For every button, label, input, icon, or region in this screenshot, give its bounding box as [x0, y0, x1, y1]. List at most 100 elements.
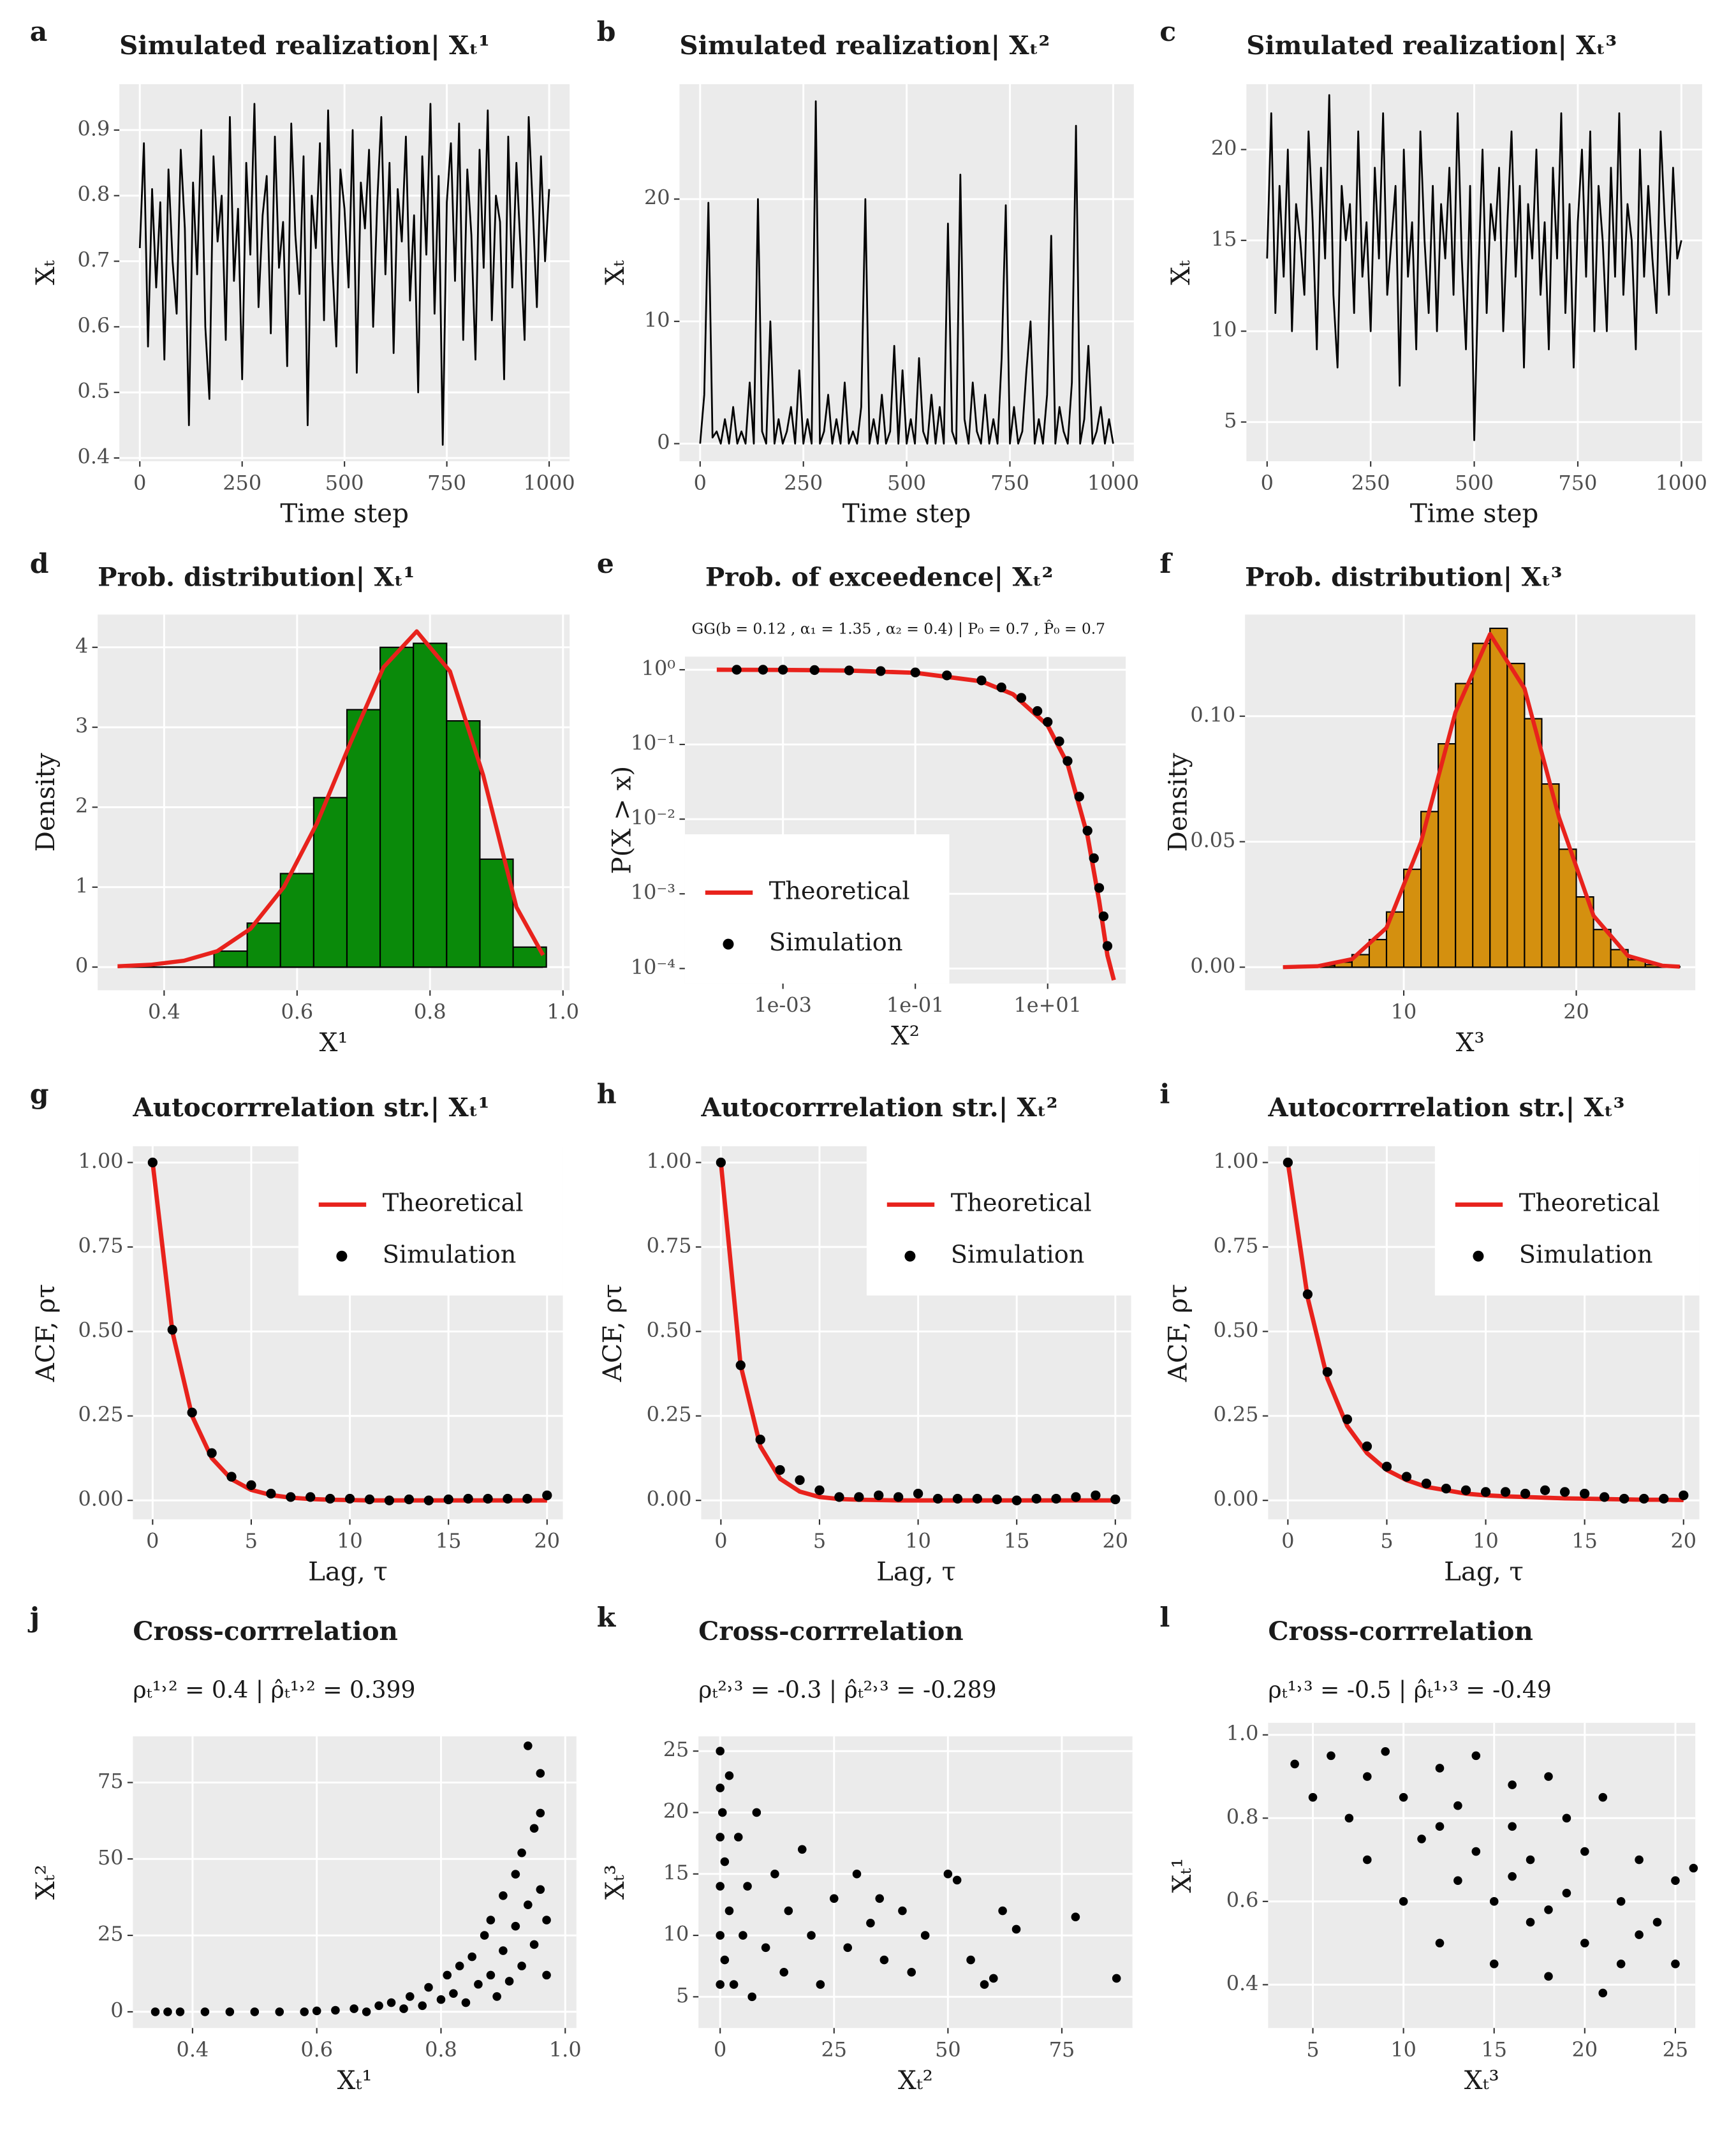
x-tick-label: 10: [1390, 2037, 1416, 2062]
x-tick-label: 25: [821, 2037, 847, 2062]
point: [436, 1995, 446, 2004]
y-tick-label: 0.75: [647, 1233, 692, 1257]
y-axis-label: ACF, ρτ: [30, 1284, 61, 1383]
bar: [446, 720, 481, 968]
point: [1417, 1835, 1426, 1843]
point: [492, 1992, 501, 2001]
x-tick-label: 250: [784, 471, 823, 495]
point: [1032, 706, 1043, 716]
point: [716, 1931, 725, 1940]
point: [732, 665, 742, 675]
y-tick-label: 0.10: [1190, 702, 1235, 727]
y-tick-label: 10⁰: [642, 656, 675, 680]
point: [920, 1931, 930, 1940]
y-tick-label: 0: [657, 430, 670, 454]
y-tick-label: 4: [75, 633, 88, 658]
point: [716, 1747, 725, 1755]
point: [894, 1492, 904, 1502]
point: [952, 1875, 962, 1885]
panel-letter: l: [1159, 1602, 1170, 1634]
legend-label: Theoretical: [383, 1188, 524, 1217]
point: [455, 1961, 464, 1970]
legend-box: [298, 1146, 563, 1296]
x-tick-label: 1e-03: [754, 993, 811, 1017]
line: [716, 667, 1116, 981]
point: [542, 1490, 552, 1500]
point: [814, 1485, 825, 1495]
point: [443, 1970, 452, 1980]
point: [755, 1435, 765, 1445]
point: [418, 2001, 427, 2011]
point: [854, 1492, 864, 1502]
point: [344, 1493, 355, 1504]
y-tick-label: 25: [663, 1738, 689, 1762]
y-tick-label: 0.4: [1226, 1971, 1259, 1995]
bar: [1558, 848, 1577, 968]
point: [529, 1940, 539, 1949]
y-tick-label: 0.25: [78, 1402, 124, 1426]
point: [147, 1157, 158, 1168]
x-tick-label: 5: [1306, 2037, 1319, 2062]
x-axis-label: Xₜ³: [1464, 2065, 1499, 2095]
point: [1526, 1855, 1535, 1865]
point: [1381, 1461, 1392, 1472]
point: [325, 1493, 335, 1504]
point: [1544, 1905, 1553, 1914]
point: [1399, 1792, 1408, 1802]
point: [1489, 1897, 1499, 1906]
point: [777, 665, 788, 675]
y-tick-label: 10⁻¹: [631, 731, 675, 755]
point: [743, 1882, 752, 1891]
point: [1054, 736, 1064, 746]
point: [1399, 1897, 1408, 1906]
point: [163, 2007, 172, 2016]
point: [1016, 693, 1027, 703]
x-tick-label: 1000: [1656, 471, 1707, 495]
y-axis-label: Xₜ³: [600, 1865, 630, 1900]
x-tick-label: 15: [436, 1528, 462, 1553]
point: [463, 1493, 473, 1504]
legend-label: Simulation: [769, 928, 903, 957]
panel-letter: b: [597, 16, 616, 48]
line: [138, 103, 550, 446]
y-tick-label: 0.05: [1190, 828, 1235, 852]
point: [809, 665, 820, 676]
panel-letter: h: [597, 1078, 617, 1110]
x-axis-label: Lag, τ: [1444, 1556, 1524, 1586]
point: [1679, 1490, 1689, 1500]
point: [517, 1961, 526, 1970]
legend-key: [723, 938, 734, 950]
point: [225, 2007, 235, 2016]
point: [522, 1493, 533, 1504]
point: [725, 1771, 734, 1780]
point: [483, 1493, 493, 1504]
point: [876, 666, 886, 676]
chart-title: Autocorrrelation str.| Xₜ³: [1267, 1092, 1624, 1123]
point: [200, 2007, 210, 2016]
y-tick-label: 0.75: [1213, 1233, 1258, 1257]
y-tick-label: 25: [98, 1922, 124, 1946]
point: [151, 2007, 160, 2016]
point: [739, 1931, 747, 1940]
x-tick-label: 1000: [524, 471, 575, 495]
point: [716, 1980, 725, 1989]
point: [1094, 883, 1105, 893]
point: [1659, 1493, 1669, 1504]
x-tick-label: 20: [1670, 1528, 1696, 1553]
point: [907, 1968, 916, 1977]
x-tick-label: 0.6: [281, 1000, 313, 1024]
y-axis-label: P(X > x): [607, 766, 637, 875]
x-tick-label: 5: [813, 1528, 826, 1553]
y-axis-label: Xₜ: [1165, 260, 1196, 285]
point: [1500, 1487, 1511, 1497]
x-tick-label: 0.8: [414, 1000, 446, 1024]
legend-box: [866, 1146, 1131, 1296]
point: [424, 1983, 433, 1992]
bar: [1524, 718, 1543, 968]
chart-title: Prob. of exceedence| Xₜ²: [705, 562, 1053, 593]
legend-label: Simulation: [951, 1240, 1085, 1269]
x-tick-label: 0: [133, 471, 146, 495]
x-tick-label: 1.0: [549, 2037, 582, 2062]
chart-title: Autocorrrelation str.| Xₜ¹: [132, 1092, 489, 1123]
point: [972, 1493, 983, 1504]
